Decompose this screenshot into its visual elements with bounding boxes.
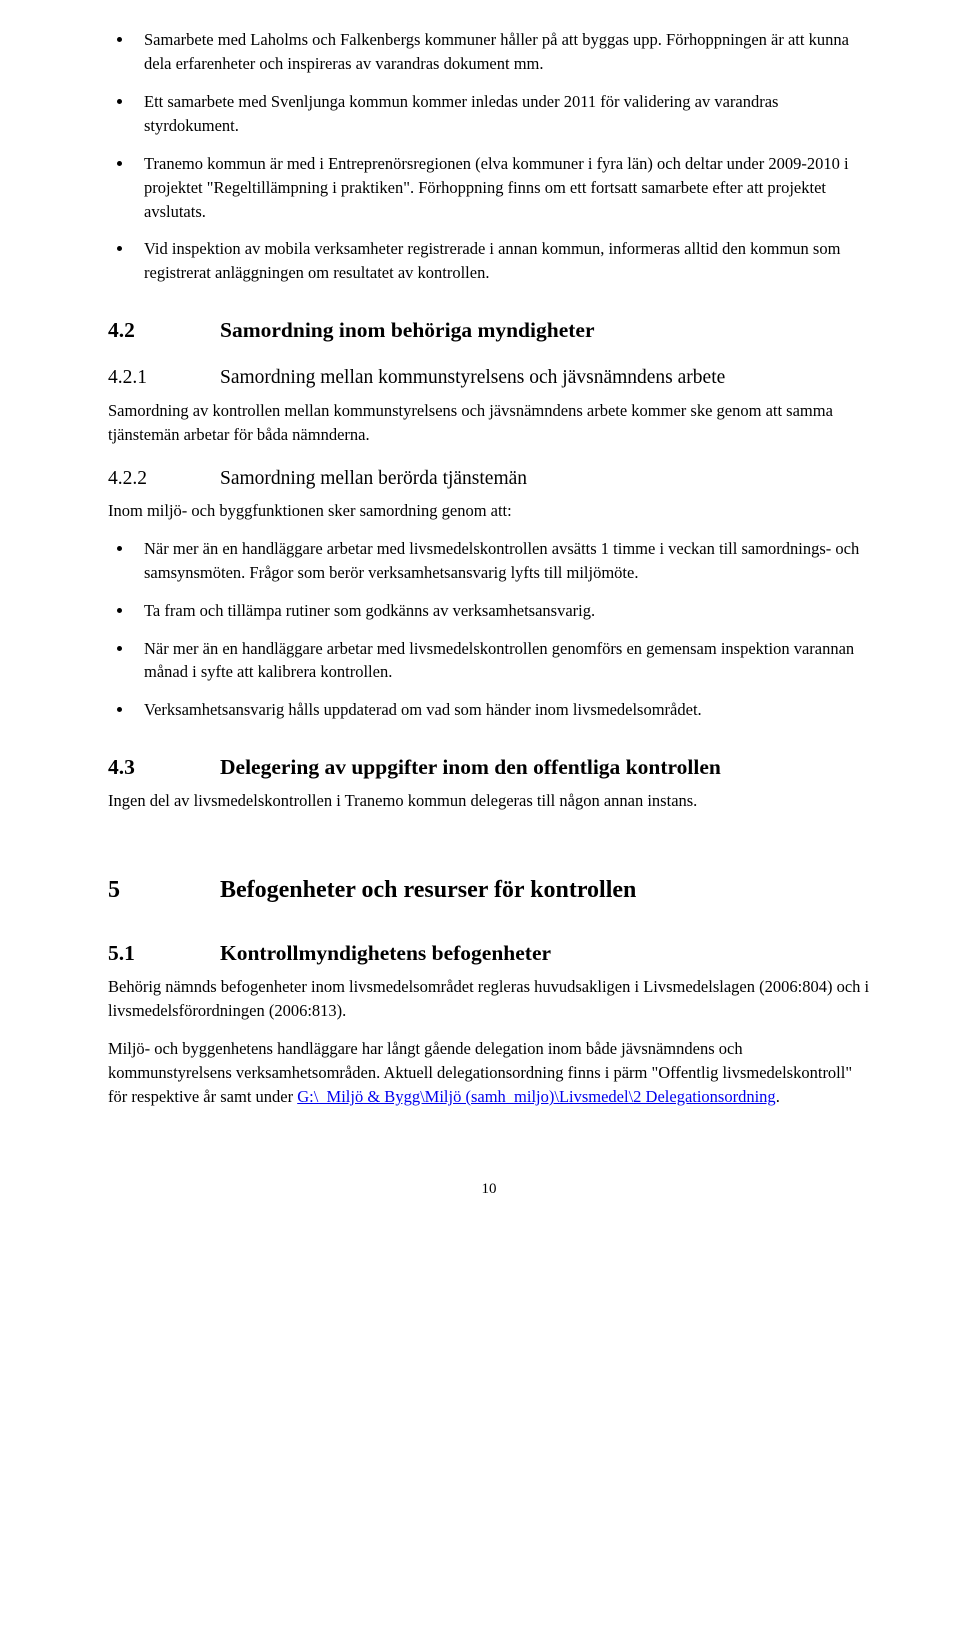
list-item: Verksamhetsansvarig hålls uppdaterad om … [134,698,870,722]
heading-5: 5 Befogenheter och resurser för kontroll… [108,873,870,908]
paragraph: Behörig nämnds befogenheter inom livsmed… [108,975,870,1023]
text-after-link: . [776,1087,780,1106]
heading-4-2-1: 4.2.1 Samordning mellan kommunstyrelsens… [108,364,870,392]
list-item: Samarbete med Laholms och Falkenbergs ko… [134,28,870,76]
bullet-text: Samarbete med Laholms och Falkenbergs ko… [144,30,849,73]
bullet-text: Vid inspektion av mobila verksamheter re… [144,239,840,282]
heading-text: Samordning inom behöriga myndigheter [220,315,595,346]
heading-number: 4.2.2 [108,465,220,493]
heading-number: 5.1 [108,938,220,969]
list-item: Vid inspektion av mobila verksamheter re… [134,237,870,285]
heading-number: 4.2.1 [108,364,220,392]
bullet-text: Verksamhetsansvarig hålls uppdaterad om … [144,700,702,719]
list-item: Ett samarbete med Svenljunga kommun komm… [134,90,870,138]
heading-4-2: 4.2 Samordning inom behöriga myndigheter [108,315,870,346]
list-item: Tranemo kommun är med i Entreprenörsregi… [134,152,870,224]
heading-5-1: 5.1 Kontrollmyndighetens befogenheter [108,938,870,969]
bullet-text: Tranemo kommun är med i Entreprenörsregi… [144,154,849,221]
heading-4-2-2: 4.2.2 Samordning mellan berörda tjänstem… [108,465,870,493]
heading-number: 5 [108,873,220,908]
list-item: När mer än en handläggare arbetar med li… [134,537,870,585]
heading-text: Samordning mellan berörda tjänstemän [220,465,527,493]
bullet-text: När mer än en handläggare arbetar med li… [144,539,859,582]
paragraph-with-link: Miljö- och byggenhetens handläggare har … [108,1037,870,1109]
delegation-path-link[interactable]: G:\_Miljö & Bygg\Miljö (samh_miljo)\Livs… [297,1087,775,1106]
paragraph: Ingen del av livsmedelskontrollen i Tran… [108,789,870,813]
paragraph: Inom miljö- och byggfunktionen sker samo… [108,499,870,523]
bullet-list-422: När mer än en handläggare arbetar med li… [108,537,870,723]
heading-text: Samordning mellan kommunstyrelsens och j… [220,364,725,392]
list-item: Ta fram och tillämpa rutiner som godkänn… [134,599,870,623]
heading-4-3: 4.3 Delegering av uppgifter inom den off… [108,752,870,783]
bullet-text: När mer än en handläggare arbetar med li… [144,639,854,682]
paragraph: Samordning av kontrollen mellan kommunst… [108,399,870,447]
list-item: När mer än en handläggare arbetar med li… [134,637,870,685]
bullet-text: Ta fram och tillämpa rutiner som godkänn… [144,601,595,620]
page-number: 10 [108,1179,870,1201]
heading-number: 4.2 [108,315,220,346]
heading-number: 4.3 [108,752,220,783]
bullet-text: Ett samarbete med Svenljunga kommun komm… [144,92,778,135]
heading-text: Kontrollmyndighetens befogenheter [220,938,551,969]
heading-text: Befogenheter och resurser för kontrollen [220,873,636,908]
bullet-list-top: Samarbete med Laholms och Falkenbergs ko… [108,28,870,285]
heading-text: Delegering av uppgifter inom den offentl… [220,752,721,783]
